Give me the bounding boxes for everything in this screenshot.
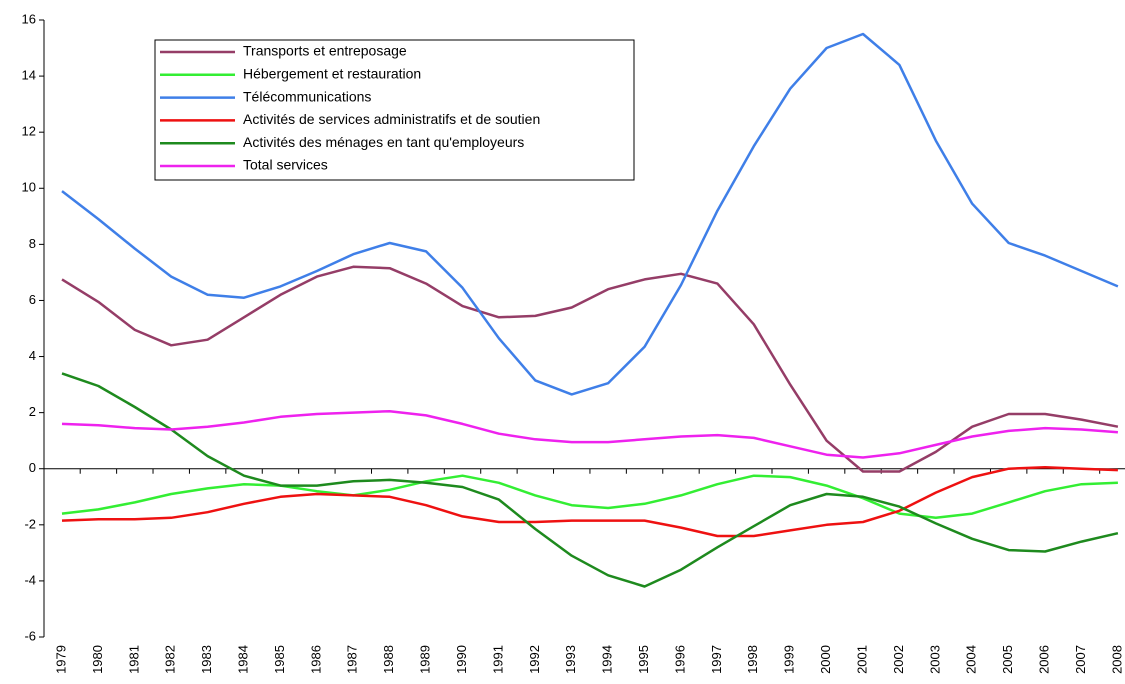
series-line — [61, 372, 1119, 588]
x-tick-label: 2005 — [1000, 645, 1015, 674]
x-tick-label: 1979 — [53, 645, 68, 674]
y-tick-label: 16 — [22, 11, 36, 26]
legend-label: Activités de services administratifs et … — [243, 111, 540, 127]
x-tick-label: 2001 — [854, 645, 869, 674]
x-tick-label: 1983 — [199, 645, 214, 674]
series-line — [61, 409, 1118, 459]
x-tick-label: 2004 — [964, 645, 979, 674]
legend-label: Hébergement et restauration — [243, 66, 421, 82]
y-tick-label: -2 — [24, 516, 36, 531]
x-tick-label: 1985 — [272, 645, 287, 674]
x-tick-label: 1982 — [163, 645, 178, 674]
y-tick-label: 14 — [22, 68, 36, 83]
x-tick-label: 1980 — [90, 645, 105, 674]
series-line — [61, 32, 1119, 396]
x-tick-label: 1993 — [563, 645, 578, 674]
x-tick-label: 1998 — [745, 645, 760, 674]
x-tick-label: 1989 — [418, 645, 433, 674]
x-tick-label: 2007 — [1073, 645, 1088, 674]
y-tick-label: -6 — [24, 628, 36, 643]
series-line — [61, 265, 1119, 473]
x-tick-label: 2006 — [1037, 645, 1052, 674]
y-tick-label: 12 — [22, 124, 36, 139]
y-tick-label: 8 — [29, 236, 36, 251]
x-tick-label: 1981 — [126, 645, 141, 674]
legend-label: Total services — [243, 157, 328, 173]
x-tick-label: 1984 — [235, 645, 250, 674]
y-tick-label: 2 — [29, 404, 36, 419]
x-tick-label: 1999 — [782, 645, 797, 674]
x-tick-label: 1991 — [490, 645, 505, 674]
legend-box — [154, 39, 635, 181]
y-tick-label: 4 — [29, 348, 36, 363]
x-tick-label: 1994 — [600, 645, 615, 674]
series-line — [61, 466, 1118, 538]
legend-label: Activités des ménages en tant qu'employe… — [243, 134, 524, 150]
x-tick-label: 2003 — [927, 645, 942, 674]
x-tick-label: 1992 — [527, 645, 542, 674]
legend-label: Télécommunications — [243, 88, 371, 104]
series-line — [61, 474, 1118, 520]
y-tick-label: 10 — [22, 180, 36, 195]
x-tick-label: 1988 — [381, 645, 396, 674]
y-tick-label: 0 — [29, 460, 36, 475]
x-tick-label: 1987 — [345, 645, 360, 674]
x-tick-label: 1990 — [454, 645, 469, 674]
x-tick-label: 1995 — [636, 645, 651, 674]
x-tick-label: 1997 — [709, 645, 724, 674]
y-tick-label: -4 — [24, 572, 36, 587]
x-tick-label: 1996 — [672, 645, 687, 674]
y-tick-label: 6 — [29, 292, 36, 307]
x-tick-label: 2008 — [1109, 645, 1124, 674]
x-tick-label: 2002 — [891, 645, 906, 674]
legend: Transports et entreposage Hébergement et … — [154, 39, 635, 181]
x-tick-label: 1986 — [308, 645, 323, 674]
x-tick-label: 2000 — [818, 645, 833, 674]
legend-label: Transports et entreposage — [243, 43, 407, 59]
